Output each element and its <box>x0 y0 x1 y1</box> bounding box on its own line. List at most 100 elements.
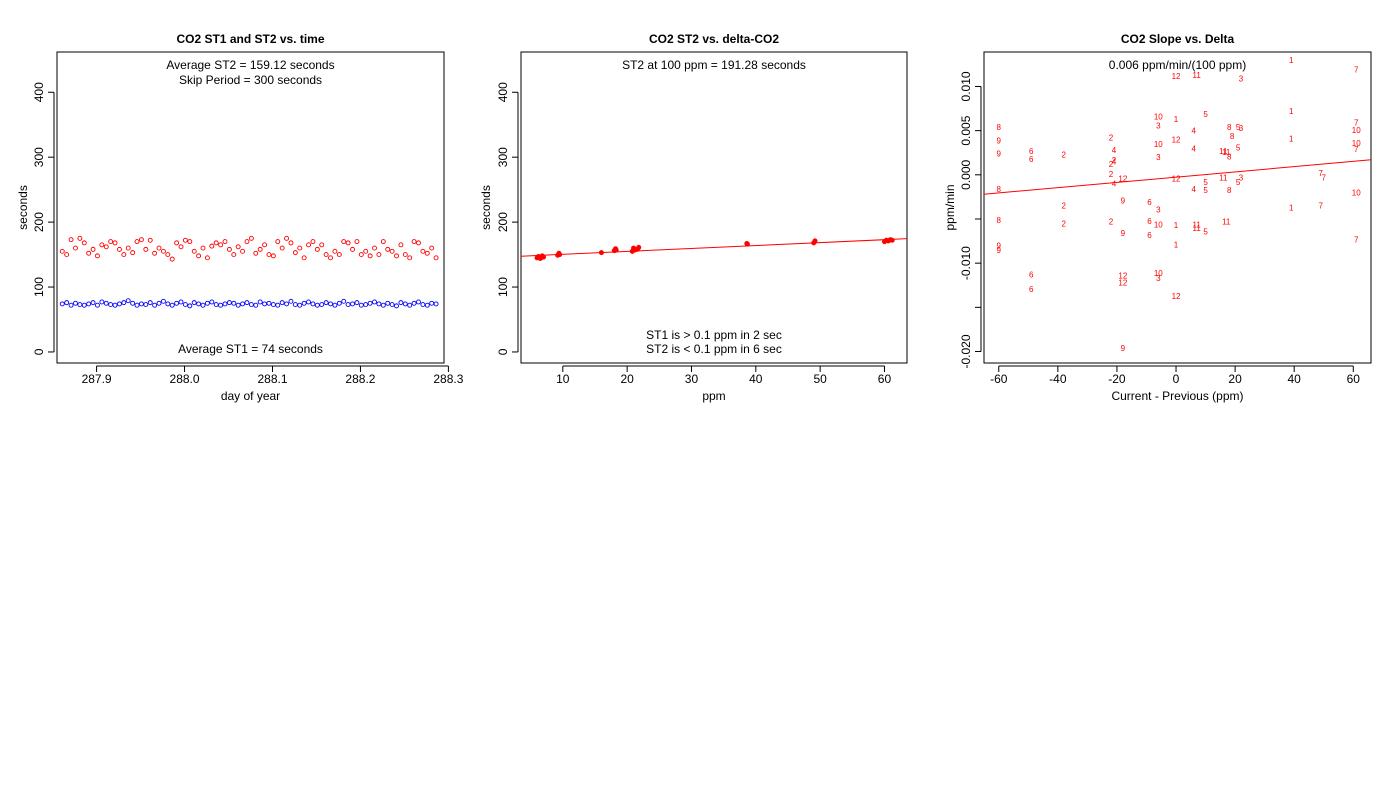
point-st1 <box>147 300 153 306</box>
point-label: 7 <box>1322 173 1327 182</box>
point-st2 <box>103 244 109 250</box>
point-st1 <box>292 302 298 308</box>
fit-line-group <box>983 159 1372 195</box>
point-label: 10 <box>1154 269 1163 278</box>
point-st2 <box>138 237 144 243</box>
point-st2 <box>73 245 78 251</box>
point-st1 <box>402 301 408 307</box>
point-label: 5 <box>1236 123 1241 132</box>
point-st2 <box>178 244 184 250</box>
point-st1 <box>266 300 272 306</box>
point-st2 <box>420 248 426 254</box>
y-tick-label: 0.010 <box>959 71 973 101</box>
x-tick-label: 288.3 <box>433 372 463 386</box>
point-st1 <box>218 302 224 308</box>
point-st2 <box>424 250 430 256</box>
fit-line <box>520 238 908 257</box>
point-st1 <box>354 300 360 306</box>
point-st1 <box>191 300 197 306</box>
point-label: 9 <box>1121 344 1126 353</box>
point-st2 <box>363 248 369 254</box>
point-label: 11 <box>1219 173 1228 182</box>
point-st2 <box>130 250 136 256</box>
point <box>744 241 750 247</box>
point-st2 <box>143 246 149 252</box>
y-tick-label: 100 <box>32 277 46 297</box>
point-st1 <box>416 299 421 305</box>
point-label: 5 <box>1203 178 1208 187</box>
point-st2 <box>213 240 219 246</box>
point-st1 <box>68 302 74 308</box>
point-label: 5 <box>1203 227 1208 236</box>
point-label: 12 <box>1172 292 1181 301</box>
x-axis-label: ppm <box>702 389 725 403</box>
point-st1 <box>209 299 215 305</box>
x-tick-label: 0 <box>1173 372 1180 386</box>
x-tick-label: -20 <box>1108 372 1126 386</box>
point-st2 <box>345 240 351 246</box>
point-label: 4 <box>1192 185 1197 194</box>
x-tick-label: 288.0 <box>170 372 200 386</box>
point-label: 8 <box>1227 152 1232 161</box>
point <box>889 237 895 243</box>
point-st1 <box>385 300 391 306</box>
y-tick-label: -0.020 <box>959 334 973 368</box>
point-st2 <box>275 239 281 245</box>
point-label: 3 <box>1156 274 1161 283</box>
point-label: 3 <box>1156 121 1161 130</box>
data-points <box>59 235 439 309</box>
point-st1 <box>284 301 290 307</box>
point-st1 <box>314 302 320 308</box>
point <box>812 238 818 244</box>
plot-frame <box>56 51 445 364</box>
point-label: 7 <box>1354 66 1359 75</box>
point-st1 <box>310 301 316 307</box>
point-st2 <box>165 252 171 258</box>
point-st1 <box>433 301 439 307</box>
point-st2 <box>125 245 131 251</box>
point-label: 6 <box>1147 198 1152 207</box>
point-st2 <box>169 256 175 262</box>
point-st1 <box>257 299 263 305</box>
point-st2 <box>328 255 333 261</box>
point-st1 <box>222 301 228 307</box>
point-label: 11 <box>1193 71 1202 80</box>
x-axis: 287.9 288.0 288.1 288.2 288.3 <box>82 365 464 386</box>
point-label: 10 <box>1352 139 1361 148</box>
point-st1 <box>130 300 136 306</box>
point-st1 <box>213 302 219 308</box>
point-st2 <box>306 242 311 248</box>
point-st1 <box>86 301 92 307</box>
point-label: 12 <box>1118 279 1127 288</box>
annotation-average-st2: Average ST2 = 159.12 seconds <box>166 58 334 72</box>
x-tick-label: 288.1 <box>257 372 287 386</box>
annotation-slope: 0.006 ppm/min/(100 ppm) <box>1109 58 1246 72</box>
x-tick-label: 60 <box>878 372 892 386</box>
point-st1 <box>90 300 96 306</box>
point-st2 <box>402 252 408 258</box>
point-st1 <box>279 300 285 306</box>
x-tick-label: 20 <box>620 372 634 386</box>
point-st2 <box>380 239 386 245</box>
point-st1 <box>103 300 109 306</box>
point-label: 9 <box>997 246 1002 255</box>
point-st2 <box>310 239 316 245</box>
point-st2 <box>429 245 435 251</box>
data-points: 8998899666622224242242121212999103103636… <box>997 56 1362 353</box>
point-label: 3 <box>1156 153 1161 162</box>
point-st1 <box>306 299 311 305</box>
x-tick-label: -60 <box>990 372 1008 386</box>
point-st1 <box>363 302 369 308</box>
point-st1 <box>332 302 338 308</box>
point-st1 <box>411 300 417 306</box>
annotation-skip-period: Skip Period = 300 seconds <box>179 73 322 87</box>
point-label: 5 <box>1203 186 1208 195</box>
point-st1 <box>235 302 241 308</box>
y-tick-label: 0 <box>496 348 510 355</box>
point-st2 <box>323 252 329 258</box>
point-st2 <box>301 255 307 261</box>
x-tick-label: 30 <box>685 372 699 386</box>
point-label: 3 <box>1239 173 1244 182</box>
point-label: 7 <box>1319 169 1324 178</box>
